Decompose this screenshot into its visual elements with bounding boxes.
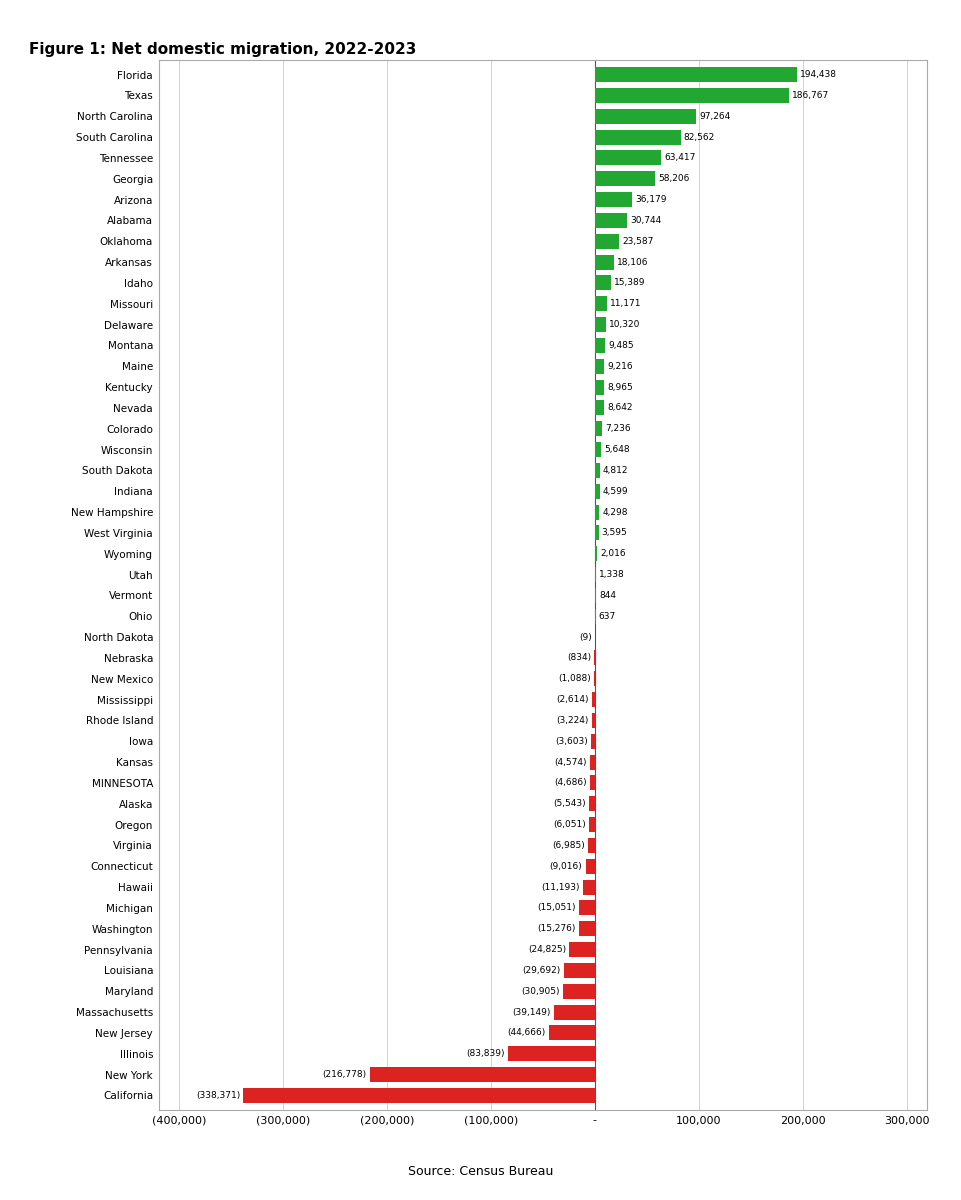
Text: 97,264: 97,264: [699, 112, 730, 121]
Bar: [595, 463, 600, 478]
Text: (11,193): (11,193): [542, 882, 580, 892]
Bar: [370, 1067, 595, 1082]
Text: (30,905): (30,905): [521, 986, 559, 996]
Bar: [590, 755, 595, 769]
Bar: [595, 150, 661, 166]
Bar: [592, 713, 595, 728]
Bar: [595, 546, 597, 562]
Bar: [595, 254, 614, 270]
Bar: [595, 338, 604, 353]
Text: 82,562: 82,562: [684, 132, 715, 142]
Text: (15,051): (15,051): [537, 904, 577, 912]
Text: 30,744: 30,744: [630, 216, 661, 224]
Text: 36,179: 36,179: [635, 196, 667, 204]
Bar: [595, 421, 603, 437]
Text: (5,543): (5,543): [554, 799, 586, 809]
Text: (24,825): (24,825): [528, 946, 566, 954]
Bar: [549, 1026, 595, 1040]
Bar: [595, 109, 696, 124]
Text: 2,016: 2,016: [600, 550, 626, 558]
Text: 637: 637: [599, 612, 616, 620]
Text: 4,812: 4,812: [603, 466, 628, 475]
Bar: [590, 775, 595, 791]
Text: (39,149): (39,149): [513, 1008, 551, 1016]
Text: (83,839): (83,839): [466, 1049, 505, 1058]
Bar: [595, 401, 604, 415]
Bar: [579, 922, 595, 936]
Bar: [507, 1046, 595, 1061]
Text: (2,614): (2,614): [556, 695, 589, 704]
Text: Figure 1: Net domestic migration, 2022-2023: Figure 1: Net domestic migration, 2022-2…: [29, 42, 416, 56]
Text: (6,985): (6,985): [552, 841, 584, 850]
Text: (44,666): (44,666): [507, 1028, 546, 1038]
Text: 63,417: 63,417: [664, 154, 696, 162]
Bar: [588, 838, 595, 853]
Text: Source: Census Bureau: Source: Census Bureau: [407, 1165, 554, 1178]
Bar: [589, 817, 595, 832]
Text: (834): (834): [567, 654, 591, 662]
Text: (1,088): (1,088): [558, 674, 591, 683]
Bar: [595, 234, 620, 248]
Text: (4,686): (4,686): [554, 779, 587, 787]
Text: 9,216: 9,216: [607, 361, 633, 371]
Text: 8,642: 8,642: [607, 403, 632, 413]
Text: 9,485: 9,485: [608, 341, 633, 350]
Bar: [592, 692, 595, 707]
Text: 8,965: 8,965: [607, 383, 633, 391]
Bar: [595, 484, 600, 499]
Bar: [595, 67, 797, 82]
Bar: [595, 526, 599, 540]
Text: (9,016): (9,016): [550, 862, 582, 871]
Text: 194,438: 194,438: [801, 70, 837, 79]
Bar: [594, 671, 595, 686]
Bar: [595, 192, 632, 208]
Bar: [591, 733, 595, 749]
Text: 186,767: 186,767: [792, 91, 829, 100]
Bar: [569, 942, 595, 958]
Bar: [583, 880, 595, 894]
Bar: [243, 1088, 595, 1103]
Bar: [595, 276, 611, 290]
Text: 1,338: 1,338: [600, 570, 626, 580]
Bar: [595, 442, 601, 457]
Text: 18,106: 18,106: [617, 258, 649, 266]
Bar: [595, 212, 627, 228]
Bar: [595, 317, 605, 332]
Bar: [579, 900, 595, 916]
Text: 23,587: 23,587: [623, 236, 653, 246]
Text: 7,236: 7,236: [605, 425, 631, 433]
Bar: [595, 88, 789, 103]
Bar: [554, 1004, 595, 1020]
Bar: [589, 797, 595, 811]
Text: 4,298: 4,298: [603, 508, 628, 516]
Text: 58,206: 58,206: [658, 174, 690, 184]
Bar: [595, 568, 597, 582]
Text: 844: 844: [599, 590, 616, 600]
Bar: [595, 296, 606, 311]
Text: (338,371): (338,371): [196, 1091, 240, 1100]
Bar: [595, 359, 604, 373]
Text: (216,778): (216,778): [323, 1070, 366, 1079]
Text: (29,692): (29,692): [523, 966, 561, 974]
Text: (9): (9): [579, 632, 592, 642]
Bar: [585, 859, 595, 874]
Text: 4,599: 4,599: [603, 487, 628, 496]
Bar: [595, 504, 600, 520]
Bar: [564, 962, 595, 978]
Text: 3,595: 3,595: [602, 528, 628, 538]
Text: (4,574): (4,574): [554, 757, 587, 767]
Bar: [595, 130, 680, 144]
Text: 15,389: 15,389: [614, 278, 646, 288]
Text: (15,276): (15,276): [537, 924, 576, 934]
Text: (6,051): (6,051): [553, 820, 585, 829]
Bar: [595, 172, 655, 186]
Bar: [595, 379, 604, 395]
Text: 10,320: 10,320: [608, 320, 640, 329]
Bar: [563, 984, 595, 998]
Text: (3,224): (3,224): [556, 716, 588, 725]
Text: 11,171: 11,171: [609, 299, 641, 308]
Text: (3,603): (3,603): [555, 737, 588, 745]
Text: 5,648: 5,648: [604, 445, 629, 454]
